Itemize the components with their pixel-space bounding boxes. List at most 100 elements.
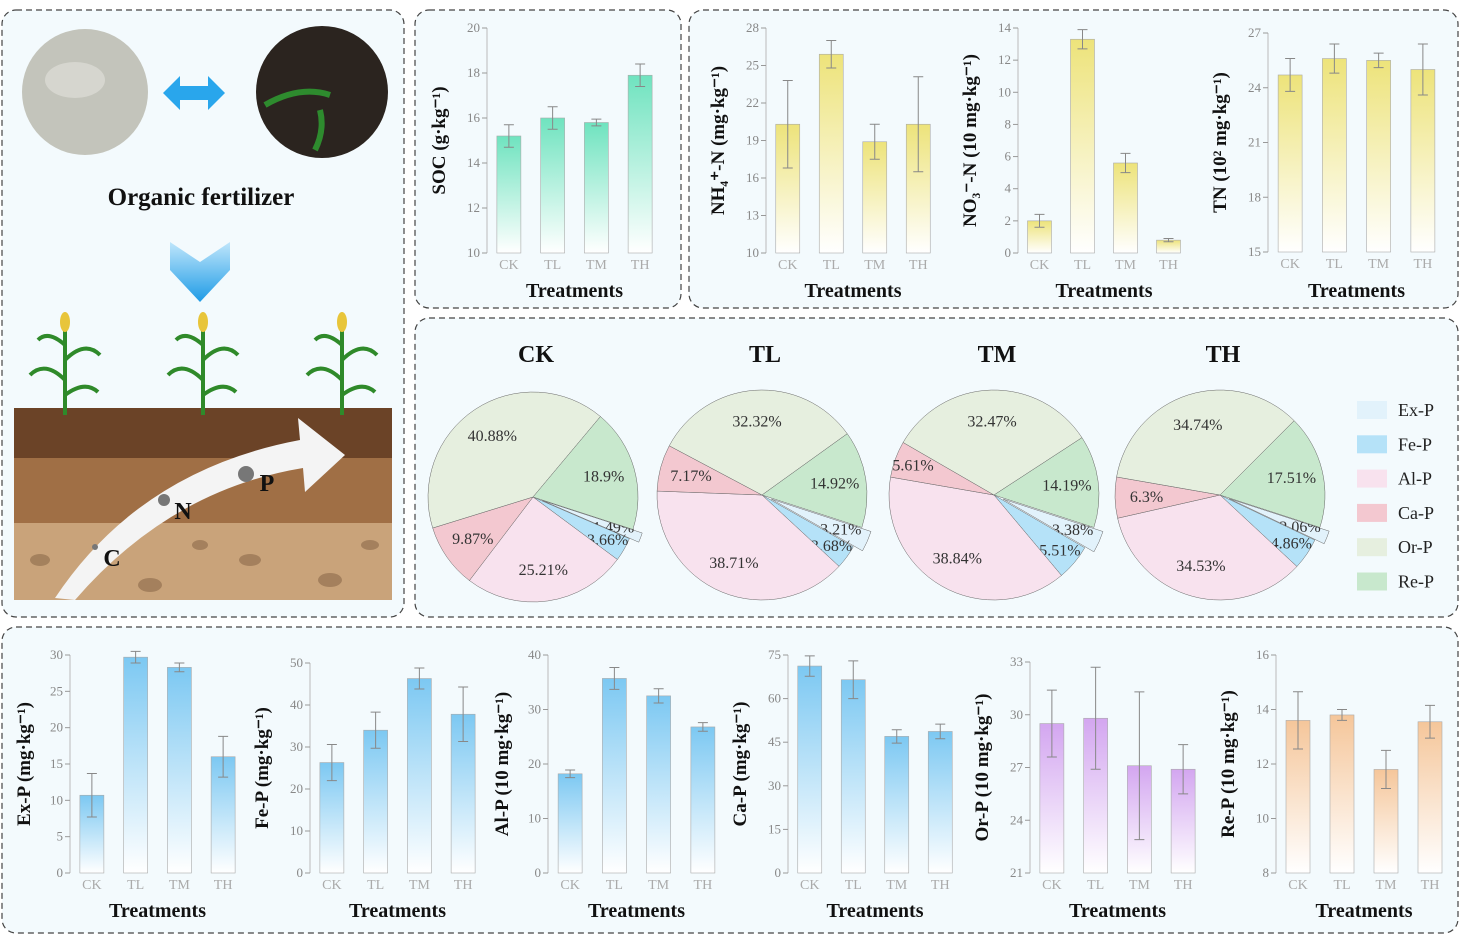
pie-title: CK — [518, 342, 554, 368]
error-bar — [1163, 238, 1174, 243]
bar — [797, 665, 823, 874]
y-tick-label: 20 — [50, 720, 63, 735]
pie-slice — [761, 433, 868, 528]
x-tick-label: TL — [1074, 258, 1091, 273]
y-tick-label: 10 — [290, 823, 303, 838]
x-tick-label: TH — [909, 258, 928, 273]
error-bar — [609, 667, 620, 690]
error-bar — [848, 660, 859, 700]
y-tick-label: 21 — [1010, 865, 1023, 880]
y-axis-title: NO₃⁻-N (10 mg·kg⁻¹) — [960, 54, 981, 227]
pie-title: TL — [749, 342, 781, 368]
slice-label: 7.17% — [670, 468, 711, 485]
bar — [927, 731, 953, 874]
y-tick-label: 0 — [1005, 245, 1012, 260]
x-tick-label: TH — [631, 258, 650, 273]
bar — [1417, 721, 1443, 874]
slice-label: 4.86% — [1271, 535, 1312, 552]
error-bar — [1120, 152, 1131, 174]
y-tick-label: 10 — [467, 245, 480, 260]
error-bar — [458, 686, 469, 743]
x-axis-title: Treatments — [1308, 280, 1405, 302]
bar — [1070, 38, 1095, 254]
y-tick-label: 6 — [1005, 149, 1012, 164]
slice-label: 17.51% — [1267, 470, 1316, 487]
error-bar — [935, 723, 946, 740]
error-bar — [218, 735, 229, 778]
error-bar — [869, 123, 880, 160]
y-tick-label: 24 — [1010, 812, 1024, 827]
slice-label: 6.3% — [1130, 489, 1163, 506]
y-axis-title: SOC (g·kg⁻¹) — [429, 86, 450, 194]
bar — [840, 679, 866, 874]
slice-label: 5.51% — [1039, 542, 1080, 559]
y-tick-label: 20 — [467, 20, 480, 35]
y-tick-label: 10 — [50, 792, 63, 807]
bar — [818, 53, 844, 254]
bar — [407, 678, 432, 874]
pie-slice — [1229, 498, 1330, 545]
y-tick-label: 30 — [50, 647, 63, 662]
y-tick-label: 45 — [768, 734, 781, 749]
y-tick-label: 8 — [1005, 116, 1012, 131]
x-tick-label: TH — [1159, 258, 1178, 273]
x-tick-label: TM — [409, 878, 431, 893]
x-tick-label: TH — [454, 878, 473, 893]
error-bar — [653, 688, 664, 704]
x-tick-label: TL — [127, 878, 144, 893]
pie-slice — [902, 389, 1083, 496]
x-tick-label: TL — [367, 878, 384, 893]
x-tick-label: CK — [1288, 878, 1307, 893]
y-tick-label: 18 — [1248, 189, 1261, 204]
error-bar — [565, 769, 576, 779]
x-tick-label: TM — [1129, 878, 1151, 893]
flow-arrow — [55, 418, 345, 600]
y-tick-label: 60 — [768, 691, 781, 706]
x-tick-label: TL — [606, 878, 623, 893]
bar — [496, 135, 522, 254]
y-tick-label: 0 — [57, 865, 64, 880]
x-tick-label: TM — [886, 878, 908, 893]
error-bar — [591, 118, 602, 127]
y-tick-label: 25 — [746, 58, 759, 73]
slice-label: 14.19% — [1042, 477, 1091, 494]
illustration: Organic fertilizer C N P — [14, 26, 392, 600]
legend-swatch — [1357, 503, 1387, 522]
bar — [540, 117, 565, 254]
nutrient-label: P — [260, 471, 275, 497]
y-tick-label: 14 — [467, 155, 481, 170]
x-tick-label: CK — [499, 258, 518, 273]
legend-swatch — [1357, 572, 1387, 591]
x-tick-label: TH — [694, 878, 713, 893]
x-axis-title: Treatments — [826, 900, 923, 922]
y-axis-title: Al-P (10 mg·kg⁻¹) — [492, 692, 513, 837]
x-tick-label: CK — [778, 258, 797, 273]
y-tick-label: 33 — [1010, 654, 1023, 669]
y-axis-title: Ca-P (mg·kg⁻¹) — [730, 702, 751, 827]
y-tick-label: 27 — [1010, 760, 1024, 775]
y-tick-label: 27 — [1248, 25, 1262, 40]
bar — [1277, 74, 1303, 253]
error-bar — [1077, 29, 1088, 50]
x-tick-label: TM — [1115, 258, 1137, 273]
x-tick-label: TM — [648, 878, 670, 893]
bar — [167, 667, 192, 874]
x-axis-title: Treatments — [588, 900, 685, 922]
pie-slice — [771, 498, 872, 552]
slice-label: 14.92% — [810, 476, 859, 493]
error-bar — [86, 772, 97, 818]
pie-title: TM — [978, 342, 1017, 368]
error-bar — [174, 662, 185, 673]
error-bar — [326, 743, 337, 782]
y-tick-label: 10 — [528, 811, 541, 826]
y-tick-label: 15 — [1248, 244, 1261, 259]
x-tick-label: TL — [823, 258, 840, 273]
x-tick-label: CK — [1030, 258, 1049, 273]
legend-swatch — [1357, 435, 1387, 454]
x-axis-title: Treatments — [349, 900, 446, 922]
error-bar — [782, 80, 793, 169]
down-arrow — [170, 242, 230, 302]
error-bar — [697, 722, 708, 732]
error-bar — [1329, 43, 1340, 74]
